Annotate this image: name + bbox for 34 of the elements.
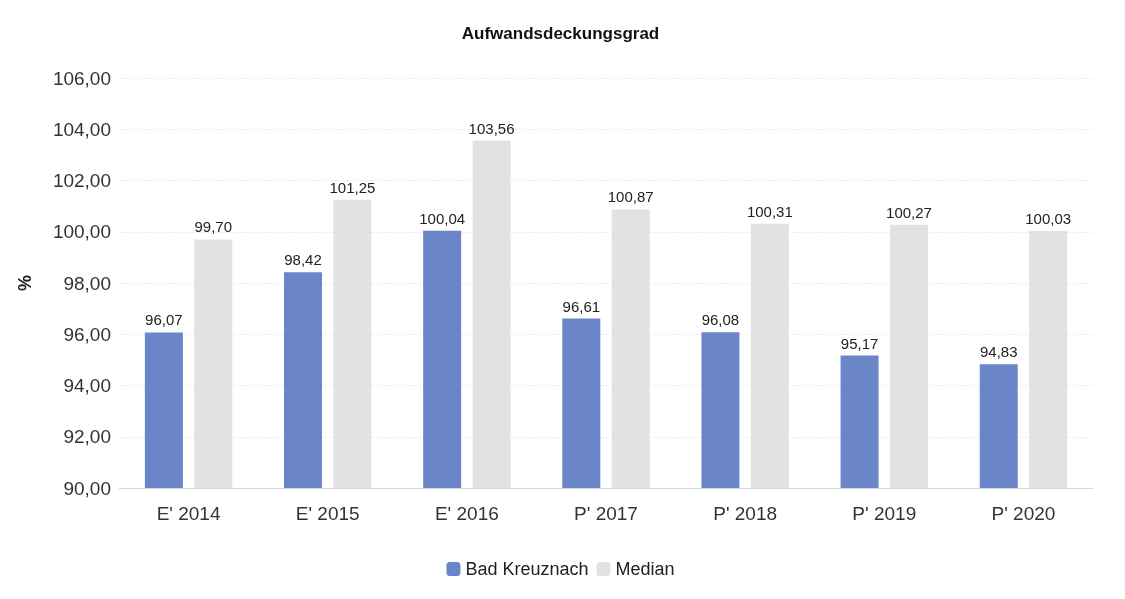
x-tick-label: P' 2017 (574, 503, 638, 524)
data-label: 100,04 (419, 209, 466, 227)
y-tick-label: 100,00 (52, 221, 111, 243)
data-label: 98,42 (284, 251, 322, 269)
data-label: 100,03 (1025, 209, 1072, 227)
x-tick-label: E' 2014 (156, 503, 221, 524)
x-tick-label: P' 2019 (852, 503, 917, 524)
data-label: 99,70 (194, 218, 233, 236)
y-tick-label: 96,00 (63, 323, 111, 345)
y-tick-label: 106,00 (52, 67, 111, 89)
chart-title: Aufwandsdeckungsgrad (461, 24, 660, 43)
data-label: 100,87 (607, 188, 654, 206)
data-label: 95,17 (840, 334, 879, 352)
data-label: 96,07 (145, 311, 183, 329)
data-label: 100,27 (886, 203, 932, 221)
x-tick-label: E' 2016 (434, 503, 499, 524)
data-label: 100,31 (746, 202, 793, 220)
y-tick-label: 90,00 (63, 477, 111, 499)
data-label: 94,83 (979, 343, 1018, 361)
data-label: 101,25 (329, 178, 376, 196)
y-tick-label: 102,00 (52, 170, 111, 191)
data-label: 103,56 (468, 119, 515, 137)
y-tick-label: 98,00 (63, 272, 111, 294)
y-axis-title: % (15, 274, 35, 292)
legend-label: Median (615, 559, 675, 579)
legend-label: Bad Kreuznach (465, 559, 589, 579)
y-tick-label: 104,00 (52, 118, 111, 140)
y-tick-label: 92,00 (63, 426, 111, 448)
x-tick-label: P' 2020 (991, 503, 1056, 524)
x-tick-label: P' 2018 (713, 503, 778, 524)
y-tick-label: 94,00 (63, 375, 111, 396)
x-tick-label: E' 2015 (295, 503, 360, 524)
data-label: 96,61 (562, 297, 601, 315)
data-label: 96,08 (701, 311, 740, 329)
